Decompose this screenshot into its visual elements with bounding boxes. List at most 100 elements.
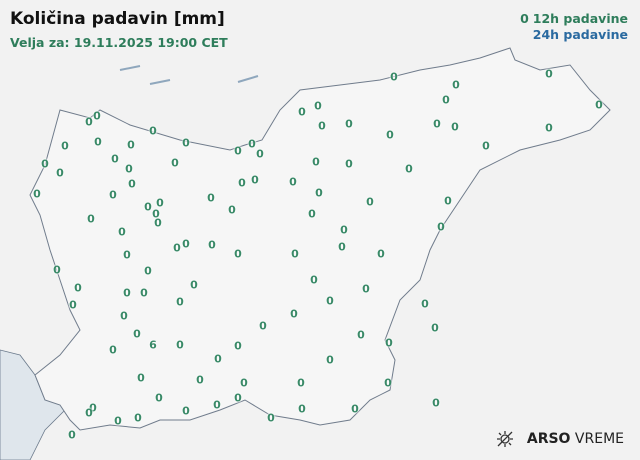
station-value[interactable]: 0: [208, 238, 216, 252]
station-value[interactable]: 0: [94, 135, 102, 149]
station-value[interactable]: 0: [289, 175, 297, 189]
station-value[interactable]: 0: [482, 139, 490, 153]
station-value[interactable]: 0: [56, 166, 64, 180]
station-value[interactable]: 0: [68, 428, 76, 442]
station-value[interactable]: 0: [133, 327, 141, 341]
station-value[interactable]: 0: [451, 120, 459, 134]
station-value[interactable]: 0: [291, 247, 299, 261]
station-value[interactable]: 0: [196, 373, 204, 387]
station-value[interactable]: 0: [93, 109, 101, 123]
station-value[interactable]: 0: [69, 298, 77, 312]
station-value[interactable]: 0: [433, 117, 441, 131]
station-value[interactable]: 0: [366, 195, 374, 209]
station-value[interactable]: 0: [298, 105, 306, 119]
station-value[interactable]: 0: [377, 247, 385, 261]
legend-12h[interactable]: 0 12h padavine: [520, 11, 628, 27]
station-value[interactable]: 0: [190, 278, 198, 292]
station-value[interactable]: 0: [234, 391, 242, 405]
station-value[interactable]: 0: [228, 203, 236, 217]
station-value[interactable]: 0: [144, 200, 152, 214]
station-value[interactable]: 0: [207, 191, 215, 205]
station-value[interactable]: 0: [234, 247, 242, 261]
arso-logo[interactable]: ARSO VREME: [495, 430, 624, 448]
station-value[interactable]: 0: [182, 237, 190, 251]
station-value[interactable]: 0: [176, 295, 184, 309]
station-value[interactable]: 0: [118, 225, 126, 239]
station-value[interactable]: 0: [390, 70, 398, 84]
station-value[interactable]: 0: [238, 176, 246, 190]
station-value[interactable]: 0: [114, 414, 122, 428]
station-value[interactable]: 0: [248, 137, 256, 151]
station-value[interactable]: 0: [340, 223, 348, 237]
station-value[interactable]: 0: [357, 328, 365, 342]
station-value[interactable]: 0: [345, 117, 353, 131]
legend-24h[interactable]: 24h padavine: [520, 27, 628, 43]
station-value[interactable]: 0: [444, 194, 452, 208]
station-value[interactable]: 0: [240, 376, 248, 390]
station-value[interactable]: 0: [53, 263, 61, 277]
station-value[interactable]: 0: [176, 338, 184, 352]
station-value[interactable]: 0: [362, 282, 370, 296]
station-value[interactable]: 0: [545, 121, 553, 135]
station-value[interactable]: 0: [314, 99, 322, 113]
station-value[interactable]: 0: [385, 336, 393, 350]
station-value[interactable]: 0: [308, 207, 316, 221]
station-value[interactable]: 0: [431, 321, 439, 335]
station-value[interactable]: 6: [149, 338, 157, 352]
station-value[interactable]: 0: [351, 402, 359, 416]
station-value[interactable]: 0: [89, 401, 97, 415]
station-value[interactable]: 0: [127, 138, 135, 152]
station-value[interactable]: 0: [61, 139, 69, 153]
station-value[interactable]: 0: [312, 155, 320, 169]
station-value[interactable]: 0: [182, 404, 190, 418]
station-value[interactable]: 0: [85, 406, 93, 420]
station-value[interactable]: 0: [595, 98, 603, 112]
station-value[interactable]: 0: [256, 147, 264, 161]
station-value[interactable]: 0: [87, 212, 95, 226]
station-value[interactable]: 0: [405, 162, 413, 176]
station-value[interactable]: 0: [384, 376, 392, 390]
station-value[interactable]: 0: [125, 162, 133, 176]
station-value[interactable]: 0: [149, 124, 157, 138]
station-value[interactable]: 0: [234, 144, 242, 158]
station-value[interactable]: 0: [267, 411, 275, 425]
station-value[interactable]: 0: [171, 156, 179, 170]
station-value[interactable]: 0: [137, 371, 145, 385]
station-value[interactable]: 0: [545, 67, 553, 81]
station-value[interactable]: 0: [144, 264, 152, 278]
station-value[interactable]: 0: [251, 173, 259, 187]
station-value[interactable]: 0: [140, 286, 148, 300]
station-value[interactable]: 0: [386, 128, 394, 142]
station-value[interactable]: 0: [437, 220, 445, 234]
station-value[interactable]: 0: [154, 216, 162, 230]
station-value[interactable]: 0: [318, 119, 326, 133]
station-value[interactable]: 0: [259, 319, 267, 333]
station-value[interactable]: 0: [234, 339, 242, 353]
station-value[interactable]: 0: [123, 286, 131, 300]
station-value[interactable]: 0: [109, 343, 117, 357]
station-value[interactable]: 0: [290, 307, 298, 321]
station-value[interactable]: 0: [109, 188, 117, 202]
station-value[interactable]: 0: [345, 157, 353, 171]
station-value[interactable]: 0: [41, 157, 49, 171]
station-value[interactable]: 0: [310, 273, 318, 287]
station-value[interactable]: 0: [315, 186, 323, 200]
station-value[interactable]: 0: [152, 207, 160, 221]
station-value[interactable]: 0: [111, 152, 119, 166]
station-value[interactable]: 0: [298, 402, 306, 416]
station-value[interactable]: 0: [214, 352, 222, 366]
station-value[interactable]: 0: [297, 376, 305, 390]
station-value[interactable]: 0: [338, 240, 346, 254]
station-value[interactable]: 0: [156, 196, 164, 210]
station-value[interactable]: 0: [173, 241, 181, 255]
station-value[interactable]: 0: [213, 398, 221, 412]
station-value[interactable]: 0: [452, 78, 460, 92]
station-value[interactable]: 0: [182, 136, 190, 150]
station-value[interactable]: 0: [123, 248, 131, 262]
station-value[interactable]: 0: [326, 294, 334, 308]
station-value[interactable]: 0: [128, 177, 136, 191]
station-value[interactable]: 0: [442, 93, 450, 107]
station-value[interactable]: 0: [326, 353, 334, 367]
station-value[interactable]: 0: [85, 115, 93, 129]
station-value[interactable]: 0: [134, 411, 142, 425]
